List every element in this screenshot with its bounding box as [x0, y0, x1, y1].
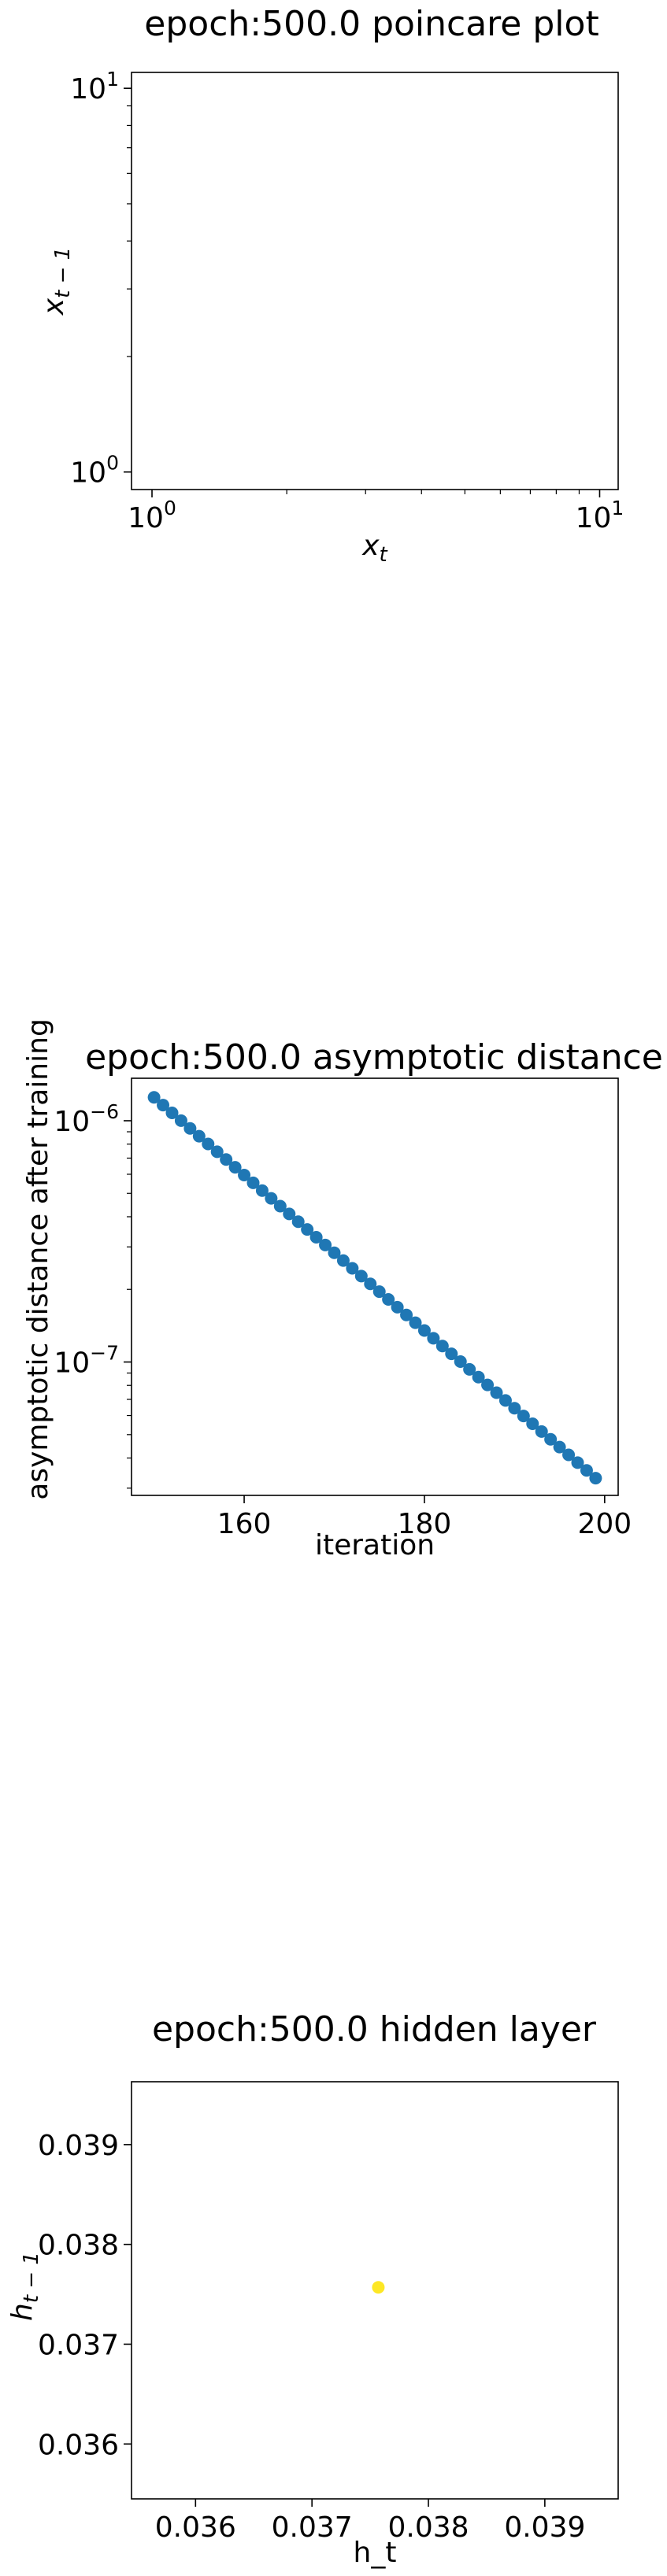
distance-point	[508, 1402, 521, 1415]
distance-point	[553, 1440, 566, 1454]
distance-point	[391, 1300, 404, 1314]
hidden-ylabel-base: h	[6, 2303, 39, 2321]
distance-point	[498, 1394, 512, 1407]
distance-point	[319, 1238, 332, 1251]
distance-point	[309, 1231, 323, 1244]
poincare-ylabel: xt − 1	[38, 247, 75, 316]
y-tick-label: 101	[70, 68, 119, 105]
asymptotic-distance-panel: epoch:500.0 asymptotic distance 160 180 20…	[22, 1018, 663, 1561]
hidden-xlabel: h_t	[354, 2537, 397, 2569]
poincare-ylabel-sub: t − 1	[51, 247, 75, 298]
asymptotic-distance-frame	[131, 1077, 619, 1496]
distance-point	[472, 1370, 485, 1384]
y-tick-label: 10−7	[54, 1342, 119, 1380]
poincare-plot-title: epoch:500.0 poincare plot	[144, 4, 598, 44]
distance-point	[354, 1270, 368, 1283]
x-tick-label: 100	[128, 497, 176, 534]
distance-point	[246, 1176, 260, 1189]
distance-point	[157, 1099, 170, 1112]
distance-point	[202, 1137, 215, 1151]
y-tick-label: 0.036	[38, 2429, 119, 2461]
x-tick-label: 0.038	[387, 2511, 469, 2544]
poincare-xlabel-base: x	[361, 530, 380, 562]
poincare-plot-panel: epoch:500.0 poincare plot 100 101 100 101 x…	[38, 4, 624, 567]
distance-point	[382, 1293, 395, 1306]
distance-point	[562, 1448, 576, 1462]
distance-point	[417, 1324, 431, 1337]
distance-point	[580, 1464, 593, 1477]
distance-point	[147, 1091, 161, 1104]
distance-point	[228, 1161, 242, 1174]
asymptotic-xlabel: iteration	[315, 1529, 435, 1561]
y-tick-label: 0.037	[38, 2329, 119, 2361]
x-tick-label: 180	[398, 1508, 452, 1540]
distance-point	[174, 1114, 187, 1127]
distance-point	[544, 1432, 558, 1446]
y-tick-label: 0.039	[38, 2130, 119, 2162]
asymptotic-ylabel: asymptotic distance after training	[22, 1018, 54, 1500]
hidden-ylabel-sub: t − 1	[20, 2252, 43, 2303]
hidden-state-point	[372, 2281, 385, 2294]
distance-point	[481, 1378, 495, 1391]
distance-point	[210, 1145, 224, 1159]
hidden-layer-panel: epoch:500.0 hidden layer 0.036 0.037 0.038…	[6, 2009, 619, 2569]
distance-point	[463, 1362, 476, 1376]
x-tick-label: 160	[217, 1508, 272, 1540]
x-tick-label: 101	[576, 497, 624, 534]
distance-point	[517, 1410, 530, 1423]
hidden-layer-frame	[131, 2081, 619, 2500]
poincare-xlabel-sub: t	[380, 543, 388, 567]
y-tick-label: 0.038	[38, 2230, 119, 2262]
distance-point	[265, 1192, 278, 1205]
distance-point	[454, 1355, 467, 1369]
distance-point	[301, 1223, 314, 1236]
distance-point	[409, 1316, 422, 1329]
distance-point	[526, 1417, 539, 1431]
asymptotic-distance-title: epoch:500.0 asymptotic distance	[85, 1037, 663, 1077]
distance-point	[192, 1129, 206, 1143]
distance-point	[364, 1277, 377, 1291]
distance-point	[328, 1246, 341, 1259]
distance-point	[445, 1347, 458, 1361]
hidden-ylabel: ht − 1	[6, 2252, 43, 2321]
distance-point	[165, 1107, 179, 1120]
x-tick-label: 0.037	[272, 2511, 353, 2544]
distance-point	[490, 1386, 503, 1399]
distance-point	[291, 1215, 305, 1229]
poincare-ylabel-base: x	[38, 298, 70, 316]
x-tick-label: 0.039	[504, 2511, 585, 2544]
distance-point	[427, 1332, 440, 1345]
distance-point	[283, 1207, 296, 1221]
y-tick-label: 10−6	[54, 1100, 119, 1138]
distance-point	[435, 1340, 449, 1353]
distance-point	[220, 1153, 233, 1166]
distance-point	[346, 1262, 359, 1275]
distance-point	[238, 1169, 251, 1182]
poincare-plot-frame	[131, 72, 619, 490]
hidden-layer-title: epoch:500.0 hidden layer	[152, 2009, 597, 2049]
distance-point	[571, 1456, 584, 1469]
distance-point	[589, 1472, 602, 1485]
y-tick-label: 100	[70, 452, 119, 490]
x-tick-label: 200	[577, 1508, 632, 1540]
distance-point	[273, 1199, 287, 1213]
distance-point	[372, 1285, 386, 1299]
distance-point	[183, 1122, 197, 1135]
x-tick-label: 0.036	[155, 2511, 236, 2544]
poincare-xlabel: xt	[361, 530, 387, 567]
distance-point	[336, 1254, 350, 1267]
distance-point	[535, 1425, 548, 1438]
distance-point	[255, 1184, 269, 1197]
distance-point	[400, 1308, 413, 1321]
